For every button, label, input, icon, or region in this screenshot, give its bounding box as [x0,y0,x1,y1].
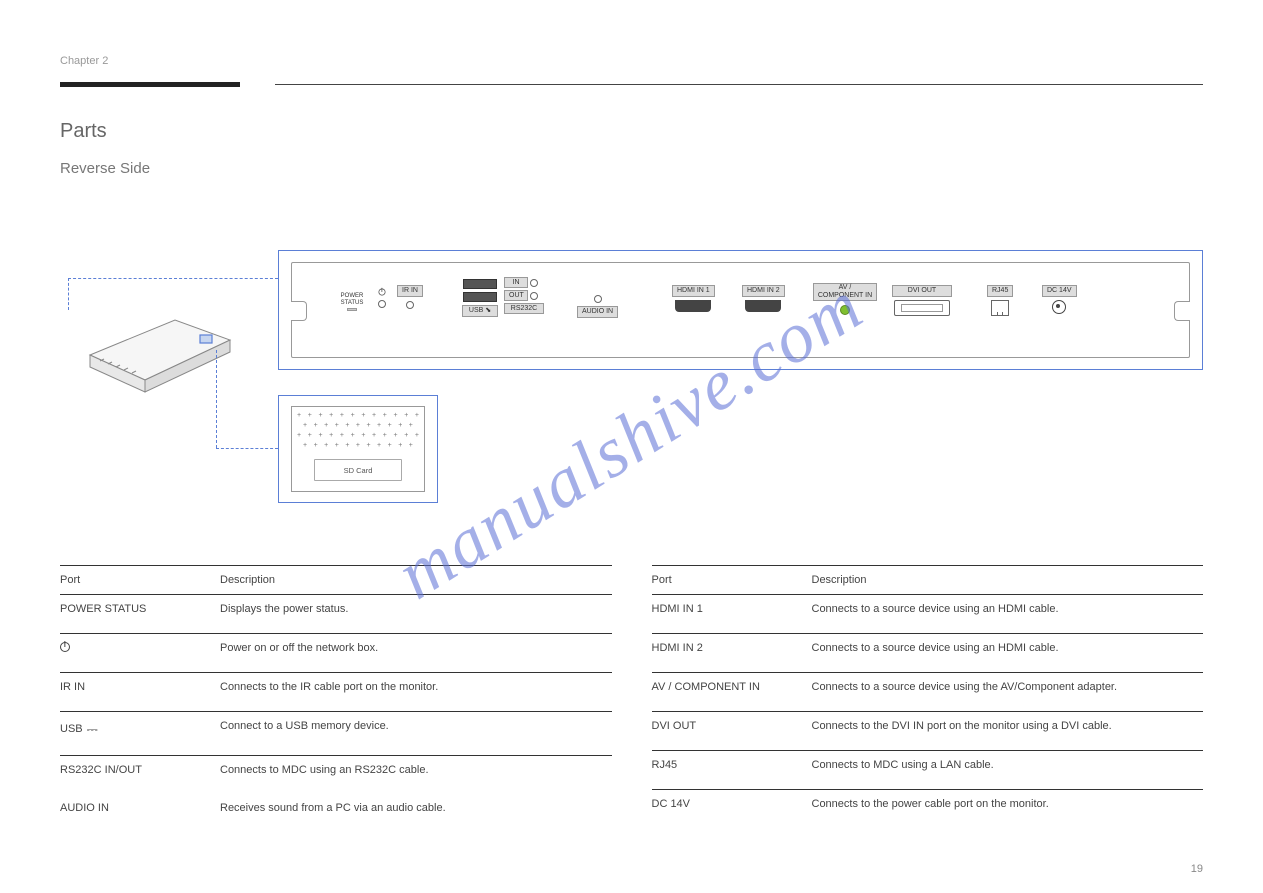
usb-icon: ⎓ [87,721,98,738]
page-number: 19 [1191,863,1203,875]
table-row: USB ⎓ Connect to a USB memory device. [60,711,612,756]
table-row: HDMI IN 2 Connects to a source device us… [652,633,1204,672]
port-usb: USB ⬊ [462,279,498,317]
table-header-row: Port Description [652,565,1204,594]
port-tables: Port Description POWER STATUS Displays t… [60,565,1203,832]
table-row: AUDIO IN Receives sound from a PC via an… [60,794,612,832]
av-jack-icon [840,305,850,315]
table-row: DC 14V Connects to the power cable port … [652,789,1204,828]
chapter-rule-thin [275,84,1203,85]
power-status-led-icon [347,308,357,311]
port-ir-in: IR IN [397,285,423,309]
table-row: IR IN Connects to the IR cable port on t… [60,672,612,711]
leader-bottom-h [216,448,278,449]
port-rs232c: IN OUT RS232C [504,277,564,314]
rj45-socket-icon [991,300,1009,316]
table-header-desc: Description [220,574,612,586]
table-row: AV / COMPONENT IN Connects to a source d… [652,672,1204,711]
port-hdmi-1: HDMI IN 1 [672,285,715,312]
usb-slot-2 [463,292,497,302]
port-dc14v: DC 14V [1042,285,1077,314]
port-table-right: Port Description HDMI IN 1 Connects to a… [652,565,1204,832]
table-header-desc: Description [812,574,1204,586]
sd-card-slot: SD Card [314,459,402,481]
chapter-label: Chapter 2 [60,55,108,67]
power-icon [379,289,386,296]
table-row: RJ45 Connects to MDC using a LAN cable. [652,750,1204,789]
table-row: RS232C IN/OUT Connects to MDC using an R… [60,756,612,794]
panel-notch-left [291,301,307,321]
port-audio-in: AUDIO IN [577,295,618,318]
port-rj45: RJ45 [987,285,1013,316]
audio-jack-icon [594,295,602,303]
port-av-component: AV / COMPONENT IN [812,283,878,315]
dc-jack-icon [1052,300,1066,314]
leader-bottom-v [216,350,217,448]
power-button-ring [378,300,386,308]
page-root: Chapter 2 Parts Reverse Side [0,0,1263,893]
table-header-row: Port Description [60,565,612,594]
table-row: POWER STATUS Displays the power status. [60,594,612,633]
sd-card-callout: ++++++++++++ +++++++++++ ++++++++++++ ++… [278,395,438,503]
hdmi2-socket-icon [745,300,781,312]
hdmi1-socket-icon [675,300,711,312]
sd-card-plate: ++++++++++++ +++++++++++ ++++++++++++ ++… [291,406,425,492]
usb-slot-1 [463,279,497,289]
ir-jack-icon [406,301,414,309]
table-row: DVI OUT Connects to the DVI IN port on t… [652,711,1204,750]
table-row: HDMI IN 1 Connects to a source device us… [652,594,1204,633]
port-hdmi-2: HDMI IN 2 [742,285,785,312]
panel-notch-right [1174,301,1190,321]
rs232c-out-jack [530,292,538,300]
table-row: Power on or off the network box. [60,633,612,672]
port-table-left: Port Description POWER STATUS Displays t… [60,565,612,832]
table-header-port: Port [60,574,220,586]
leader-top-down [68,278,69,310]
sd-vent-grid: ++++++++++++ +++++++++++ ++++++++++++ ++… [297,412,419,456]
leader-top [68,278,278,279]
rear-panel-plate: POWER STATUS IR IN USB ⬊ [291,262,1190,358]
section-title: Parts [60,120,107,143]
table-header-port: Port [652,574,812,586]
rear-panel-callout: POWER STATUS IR IN USB ⬊ [278,250,1203,370]
port-dvi-out: DVI OUT [892,285,952,316]
power-icon [60,642,70,652]
dvi-socket-icon [894,300,950,316]
subsection-title: Reverse Side [60,160,150,177]
port-power-button [377,287,387,308]
chapter-rule-thick [60,82,240,87]
rs232c-in-jack [530,279,538,287]
port-power-status: POWER STATUS [332,293,372,311]
